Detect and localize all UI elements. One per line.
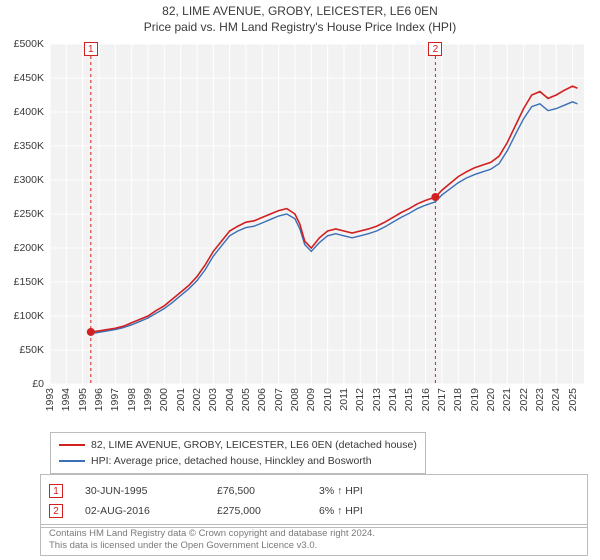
- x-axis-tick: 2024: [550, 388, 562, 411]
- legend-label: HPI: Average price, detached house, Hinc…: [91, 455, 372, 467]
- x-axis-tick: 2009: [305, 388, 317, 411]
- x-axis-tick: 2011: [338, 388, 350, 411]
- y-axis-tick: £300K: [14, 174, 44, 186]
- x-axis-tick: 2021: [501, 388, 513, 411]
- x-axis-tick: 2018: [452, 388, 464, 411]
- legend-swatch: [59, 444, 85, 446]
- legend-swatch: [59, 460, 85, 462]
- x-axis-tick: 2005: [240, 388, 252, 411]
- x-axis-tick: 2012: [354, 388, 366, 411]
- y-axis-tick: £50K: [19, 344, 44, 356]
- chart-area: £0£50K£100K£150K£200K£250K£300K£350K£400…: [50, 44, 584, 384]
- x-axis-tick: 2022: [518, 388, 530, 411]
- plot-background: [50, 44, 584, 384]
- x-axis-tick: 2008: [289, 388, 301, 411]
- price-paid-delta: 6% ↑ HPI: [319, 505, 363, 517]
- y-axis-tick: £350K: [14, 140, 44, 152]
- y-axis-tick: £250K: [14, 208, 44, 220]
- x-axis-tick: 2003: [207, 388, 219, 411]
- x-axis-tick: 2025: [567, 388, 579, 411]
- x-axis-tick: 1997: [109, 388, 121, 411]
- x-axis-tick: 2000: [158, 388, 170, 411]
- x-axis-tick: 2019: [469, 388, 481, 411]
- price-paid-marker: 2: [49, 504, 63, 518]
- legend-label: 82, LIME AVENUE, GROBY, LEICESTER, LE6 0…: [91, 439, 417, 451]
- x-axis-tick: 2010: [322, 388, 334, 411]
- x-axis-tick: 2002: [191, 388, 203, 411]
- footer-line-1: Contains HM Land Registry data © Crown c…: [49, 528, 579, 540]
- x-axis-tick: 1993: [44, 388, 56, 411]
- price-paid-delta: 3% ↑ HPI: [319, 485, 363, 497]
- x-axis-tick: 2015: [403, 388, 415, 411]
- y-axis-tick: £400K: [14, 106, 44, 118]
- x-axis-tick: 2006: [256, 388, 268, 411]
- price-paid-marker: 1: [49, 484, 63, 498]
- price-paid-date: 02-AUG-2016: [85, 505, 195, 517]
- x-axis-tick: 2001: [175, 388, 187, 411]
- x-axis-tick: 2017: [436, 388, 448, 411]
- x-axis-tick: 1995: [77, 388, 89, 411]
- price-paid-row: 1 30-JUN-1995 £76,500 3% ↑ HPI: [49, 481, 579, 501]
- legend-row: HPI: Average price, detached house, Hinc…: [59, 453, 417, 469]
- price-paid-amount: £76,500: [217, 485, 297, 497]
- chart-title-address: 82, LIME AVENUE, GROBY, LEICESTER, LE6 0…: [0, 4, 600, 18]
- x-axis-tick: 2020: [485, 388, 497, 411]
- price-paid-box: 1 30-JUN-1995 £76,500 3% ↑ HPI 2 02-AUG-2016 £…: [40, 474, 588, 528]
- y-axis-tick: £450K: [14, 72, 44, 84]
- sale-marker: 1: [84, 42, 98, 56]
- price-paid-date: 30-JUN-1995: [85, 485, 195, 497]
- x-axis-tick: 1996: [93, 388, 105, 411]
- y-axis-tick: £200K: [14, 242, 44, 254]
- legend-box: 82, LIME AVENUE, GROBY, LEICESTER, LE6 0…: [50, 432, 426, 474]
- x-axis-tick: 2016: [420, 388, 432, 411]
- x-axis-tick: 2004: [224, 388, 236, 411]
- price-paid-amount: £275,000: [217, 505, 297, 517]
- x-axis-tick: 2014: [387, 388, 399, 411]
- x-axis-tick: 1994: [60, 388, 72, 411]
- x-axis-tick: 2007: [273, 388, 285, 411]
- x-axis-tick: 1998: [126, 388, 138, 411]
- y-axis-tick: £100K: [14, 310, 44, 322]
- x-axis-tick: 2023: [534, 388, 546, 411]
- footer-line-2: This data is licensed under the Open Gov…: [49, 540, 579, 552]
- sale-marker: 2: [428, 42, 442, 56]
- legend-row: 82, LIME AVENUE, GROBY, LEICESTER, LE6 0…: [59, 437, 417, 453]
- y-axis-tick: £0: [32, 378, 44, 390]
- price-paid-row: 2 02-AUG-2016 £275,000 6% ↑ HPI: [49, 501, 579, 521]
- y-axis-tick: £150K: [14, 276, 44, 288]
- y-axis-tick: £500K: [14, 38, 44, 50]
- x-axis-tick: 2013: [371, 388, 383, 411]
- attribution-footer: Contains HM Land Registry data © Crown c…: [40, 524, 588, 556]
- chart-subtitle: Price paid vs. HM Land Registry's House …: [0, 20, 600, 34]
- chart-svg: [50, 44, 584, 384]
- x-axis-tick: 1999: [142, 388, 154, 411]
